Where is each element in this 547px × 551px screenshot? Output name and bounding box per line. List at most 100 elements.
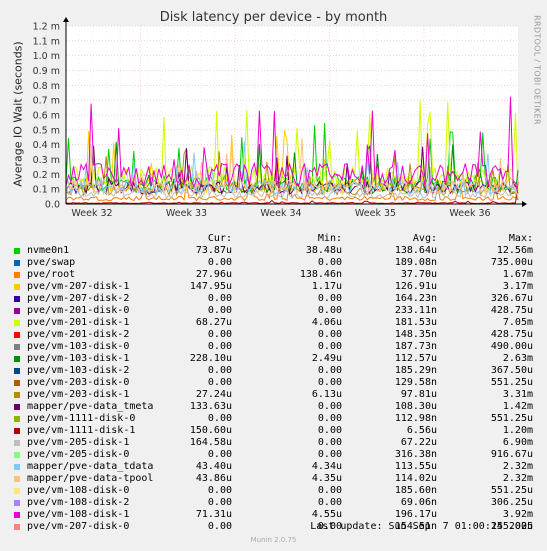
legend-min-value: 0.00 <box>317 257 342 268</box>
legend-avg-value: 114.02u <box>394 473 437 484</box>
legend-swatch <box>14 440 20 446</box>
legend-series-name: pve/vm-207-disk-1 <box>27 281 130 292</box>
legend-cur-value: 73.87u <box>195 245 232 256</box>
y-tick-label: 0.8 m <box>33 81 60 92</box>
legend-max-value: 551.25u <box>490 485 533 496</box>
legend-row: mapper/pve-data-tpool 43.86u 4.35u 114.02u 2… <box>0 473 547 485</box>
legend-row: pve/vm-103-disk-0 0.00 0.00 187.73n 490.00u <box>0 341 547 353</box>
legend-row: pve/vm-201-disk-0 0.00 0.00 233.11n 428.75u <box>0 305 547 317</box>
legend-avg-value: 129.58n <box>394 377 437 388</box>
legend-series-name: pve/swap <box>27 257 76 268</box>
legend-swatch <box>14 260 20 266</box>
header-cur: Cur: <box>207 233 232 244</box>
legend-cur-value: 0.00 <box>207 305 232 316</box>
legend-row: pve/vm-203-disk-0 0.00 0.00 129.58n 551.25u <box>0 377 547 389</box>
legend-row: pve/vm-207-disk-2 0.00 0.00 164.23n 326.67u <box>0 293 547 305</box>
legend-series-name: pve/vm-201-disk-2 <box>27 329 130 340</box>
y-tick-label: 1.2 m <box>33 22 60 33</box>
series-line-pve-root <box>65 182 519 202</box>
legend-series-name: mapper/pve-data-tpool <box>27 473 154 484</box>
legend-max-value: 7.05m <box>502 317 533 328</box>
legend-avg-value: 69.06n <box>400 497 437 508</box>
legend-avg-value: 316.38n <box>394 449 437 460</box>
legend-cur-value: 0.00 <box>207 449 232 460</box>
legend-series-name: pve/vm-201-disk-1 <box>27 317 130 328</box>
legend-min-value: 0.00 <box>317 437 342 448</box>
y-tick-label: 0.5 m <box>33 125 60 136</box>
legend-max-value: 2.32m <box>502 461 533 472</box>
legend-max-value: 6.90m <box>502 437 533 448</box>
legend-series-name: pve/vm-108-disk-1 <box>27 509 130 520</box>
legend-series-name: pve/vm-205-disk-1 <box>27 437 130 448</box>
legend-max-value: 735.00u <box>490 257 533 268</box>
chart-title: Disk latency per device - by month <box>159 10 388 25</box>
legend-row: pve/vm-1111-disk-1 150.60u 0.00 6.56u 1.20m <box>0 425 547 437</box>
legend-max-value: 428.75u <box>490 329 533 340</box>
legend-avg-value: 112.98n <box>394 413 437 424</box>
legend-cur-value: 0.00 <box>207 521 232 532</box>
legend-min-value: 4.06u <box>311 317 342 328</box>
legend-series-name: pve/vm-108-disk-2 <box>27 497 130 508</box>
series-line-pve-vm-1111-disk-1 <box>65 181 519 204</box>
legend-series-name: pve/vm-1111-disk-0 <box>27 413 136 424</box>
latency-line-chart: 0.0 0.1 m 0.2 m 0.3 m 0.4 m 0.5 m 0.6 m 0.7 m 0.… <box>33 17 527 219</box>
legend-avg-value: 189.08n <box>394 257 437 268</box>
legend-avg-value: 112.57u <box>394 353 437 364</box>
legend-swatch <box>14 368 20 374</box>
legend-row: mapper/pve-data_tmeta 133.63u 0.00 108.30u 1… <box>0 401 547 413</box>
legend-avg-value: 138.64u <box>394 245 437 256</box>
legend-min-value: 0.00 <box>317 449 342 460</box>
legend-swatch <box>14 416 20 422</box>
legend-min-value: 4.35u <box>311 473 342 484</box>
legend-min-value: 0.00 <box>317 425 342 436</box>
legend-cur-value: 164.58u <box>189 437 232 448</box>
legend-avg-value: 6.56u <box>406 425 437 436</box>
legend-series-name: pve/vm-203-disk-1 <box>27 389 130 400</box>
series-line-pve-vm-108-disk-1 <box>65 96 519 194</box>
legend-max-value: 2.63m <box>502 353 533 364</box>
legend-swatch <box>14 284 20 290</box>
legend-cur-value: 150.60u <box>189 425 232 436</box>
legend-min-value: 0.00 <box>317 497 342 508</box>
legend-series-name: pve/vm-108-disk-0 <box>27 485 130 496</box>
legend-min-value: 1.17u <box>311 281 342 292</box>
legend-cur-value: 27.24u <box>195 389 232 400</box>
legend-swatch <box>14 320 20 326</box>
legend-swatch <box>14 332 20 338</box>
legend-cur-value: 147.95u <box>189 281 232 292</box>
legend-swatch <box>14 452 20 458</box>
legend-row: pve/vm-108-disk-0 0.00 0.00 185.60n 551.25u <box>0 485 547 497</box>
legend-avg-value: 164.23n <box>394 293 437 304</box>
legend-cur-value: 133.63u <box>189 401 232 412</box>
legend-row: pve/vm-103-disk-1 228.10u 2.49u 112.57u 2.63… <box>0 353 547 365</box>
x-tick-label: Week 32 <box>71 208 112 219</box>
legend-swatch <box>14 488 20 494</box>
legend-max-value: 367.50u <box>490 365 533 376</box>
y-axis-arrow <box>63 17 69 22</box>
legend-max-value: 1.20m <box>502 425 533 436</box>
legend-min-value: 0.00 <box>317 377 342 388</box>
y-tick-label: 0.0 <box>45 200 60 211</box>
legend-row: pve/vm-108-disk-1 71.31u 4.55u 196.17u 3.92m <box>0 509 547 521</box>
legend-series-name: pve/vm-201-disk-0 <box>27 305 130 316</box>
legend-avg-value: 185.60n <box>394 485 437 496</box>
legend-header: Cur: Min: Avg: Max: <box>0 233 547 245</box>
legend-swatch <box>14 428 20 434</box>
legend-swatch <box>14 512 20 518</box>
legend-row: nvme0n1 73.87u 38.48u 138.64u 12.56m <box>0 245 547 257</box>
munin-version: Munin 2.0.75 <box>250 536 297 544</box>
legend-avg-value: 37.70u <box>400 269 437 280</box>
y-tick-label: 0.4 m <box>33 140 60 151</box>
legend-cur-value: 0.00 <box>207 365 232 376</box>
legend-series-name: pve/vm-103-disk-1 <box>27 353 130 364</box>
legend-cur-value: 68.27u <box>195 317 232 328</box>
legend-max-value: 551.25u <box>490 413 533 424</box>
legend-max-value: 12.56m <box>496 245 533 256</box>
legend-avg-value: 113.55u <box>394 461 437 472</box>
legend-cur-value: 0.00 <box>207 329 232 340</box>
legend-cur-value: 43.86u <box>195 473 232 484</box>
legend-swatch <box>14 500 20 506</box>
legend-avg-value: 154.51n <box>394 521 437 532</box>
legend-series-name: mapper/pve-data_tmeta <box>27 401 154 412</box>
legend-avg-value: 181.53u <box>394 317 437 328</box>
